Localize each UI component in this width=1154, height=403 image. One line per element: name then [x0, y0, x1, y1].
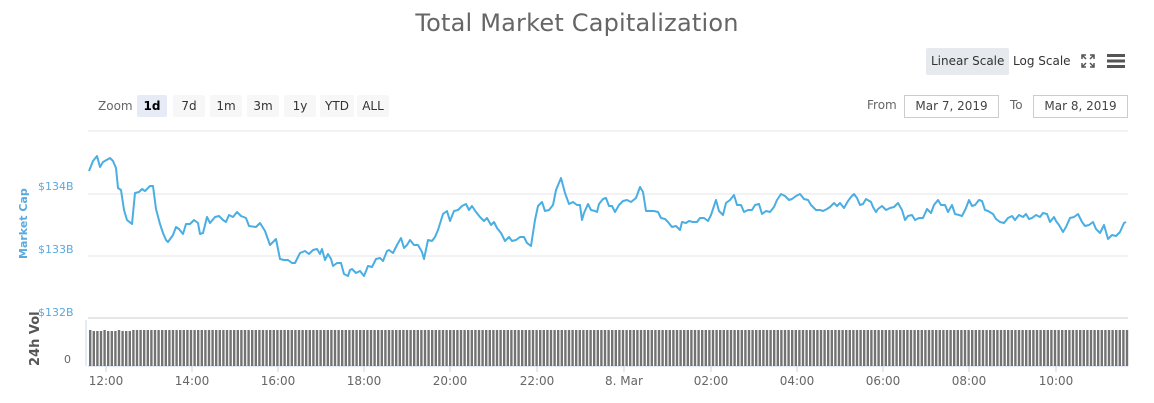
y-axis-title-market-cap: Market Cap — [17, 188, 30, 259]
range-button-1d[interactable]: 1d — [137, 95, 167, 117]
x-tick: 8. Mar — [605, 374, 643, 388]
x-tick: 16:00 — [260, 374, 296, 388]
x-tick: 14:00 — [174, 374, 210, 388]
range-button-1y[interactable]: 1y — [284, 95, 316, 117]
x-tick: 04:00 — [779, 374, 815, 388]
chart-title: Total Market Capitalization — [415, 9, 739, 37]
y-axis-title-volume: 24h Vol — [28, 311, 43, 366]
y-tick-133b: $133B — [38, 243, 74, 256]
to-date-input[interactable] — [1033, 95, 1128, 118]
y-tick-132b: $132B — [38, 306, 74, 319]
volume-bars — [89, 330, 1129, 366]
range-button-all[interactable]: ALL — [357, 95, 389, 117]
linear-scale-button[interactable]: Linear Scale — [926, 48, 1010, 75]
from-label: From — [867, 98, 897, 112]
x-tick: 10:00 — [1038, 374, 1074, 388]
x-tick: 08:00 — [951, 374, 987, 388]
range-button-ytd[interactable]: YTD — [320, 95, 354, 117]
range-button-7d[interactable]: 7d — [173, 95, 205, 117]
log-scale-button[interactable]: Log Scale — [1013, 54, 1071, 68]
zoom-label: Zoom — [98, 99, 133, 113]
x-tick: 22:00 — [519, 374, 555, 388]
y-tick-134b: $134B — [38, 180, 74, 193]
x-tick: 18:00 — [346, 374, 382, 388]
x-tick: 02:00 — [693, 374, 729, 388]
market-cap-line[interactable] — [88, 155, 1127, 277]
fullscreen-icon[interactable] — [1080, 53, 1096, 69]
x-axis-ticks — [105, 366, 1057, 372]
x-tick: 20:00 — [432, 374, 468, 388]
volume-tick-0: 0 — [64, 353, 71, 366]
to-label: To — [1010, 98, 1023, 112]
from-date-input[interactable] — [904, 95, 999, 118]
hamburger-menu-icon[interactable] — [1106, 53, 1126, 69]
x-tick: 12:00 — [88, 374, 124, 388]
range-button-1m[interactable]: 1m — [210, 95, 242, 117]
x-tick: 06:00 — [865, 374, 901, 388]
range-button-3m[interactable]: 3m — [247, 95, 279, 117]
